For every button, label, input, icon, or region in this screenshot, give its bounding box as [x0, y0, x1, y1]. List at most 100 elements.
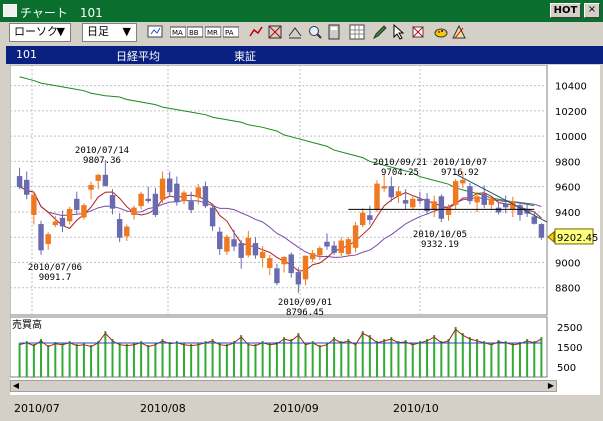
volume-bar [275, 342, 278, 377]
volume-bar [25, 341, 28, 377]
volume-bar [32, 344, 35, 377]
price-chart[interactable]: 1040010200100009800960094009200900088002… [9, 64, 600, 395]
candle-body [331, 245, 337, 253]
volume-bar [447, 339, 450, 377]
annotation-price: 9716.92 [441, 168, 479, 178]
window-title: チャート 101 [20, 6, 103, 20]
chart-type-value: ローソク [14, 25, 58, 38]
candle-body [388, 186, 395, 198]
paint-tool-icon[interactable] [433, 24, 449, 40]
index-name: 日経平均 [116, 50, 160, 63]
volume-bar [433, 335, 436, 377]
volume-bar [90, 345, 93, 377]
search-icon[interactable] [307, 24, 323, 40]
candle-body [438, 196, 445, 219]
candle-body [352, 225, 359, 248]
volume-bar [440, 341, 443, 377]
settings-tool-icon[interactable] [451, 24, 467, 40]
annotation-date: 2010/09/21 [373, 158, 427, 168]
volume-bar [540, 337, 543, 377]
candle-body [338, 240, 344, 253]
volume-bar [426, 339, 429, 377]
candle-body [195, 187, 202, 198]
volume-bar [182, 343, 185, 377]
title-bar: チャート 101 HOT × [0, 0, 603, 22]
line-tool-icon[interactable] [248, 24, 264, 40]
volume-bar [161, 339, 164, 377]
candle-body [517, 205, 523, 215]
delete-tool-icon[interactable] [410, 24, 426, 40]
candle-body [102, 174, 109, 186]
scroll-left-icon[interactable]: ◀ [12, 381, 20, 390]
candle-body [166, 178, 173, 193]
horizontal-scrollbar[interactable]: ◀ ▶ [10, 380, 557, 392]
candle-body [460, 179, 466, 184]
volume-bar [175, 341, 178, 377]
candle-body [374, 183, 380, 210]
candle-body [259, 251, 266, 258]
pen-tool-icon[interactable] [372, 24, 388, 40]
volume-bar [97, 341, 100, 377]
volume-bar [82, 343, 85, 377]
price-tick-label: 10000 [555, 132, 587, 143]
fibo-tool-icon[interactable] [267, 24, 283, 40]
close-button[interactable]: × [584, 3, 600, 18]
volume-bar [340, 341, 343, 377]
calc-tool-icon[interactable] [326, 24, 342, 40]
pa-badge: PA [225, 29, 234, 37]
candle-body [74, 198, 80, 210]
candle-body [402, 200, 409, 204]
candle-body [417, 198, 423, 202]
volume-bar [190, 344, 193, 377]
candle-body [467, 186, 473, 202]
volume-bar [225, 344, 228, 377]
zoom-tool-icon[interactable] [287, 24, 303, 40]
candle-body [116, 219, 123, 238]
volume-bar [118, 343, 121, 377]
mr-badge: MR [207, 29, 218, 37]
candle-body [502, 203, 509, 208]
period-select[interactable]: 日足 ▼ [82, 23, 137, 42]
annotation-price: 8796.45 [286, 308, 324, 318]
candle-body [174, 183, 180, 203]
candle-body [288, 254, 294, 274]
candle-body [66, 208, 73, 222]
candle-body [16, 176, 23, 188]
bb-tool-icon[interactable]: BB [187, 24, 203, 40]
hot-button[interactable]: HOT [550, 3, 581, 18]
annotation-date: 2010/10/07 [433, 158, 487, 168]
ma-tool-icon[interactable]: MA [170, 24, 186, 40]
chart-type-select[interactable]: ローソク ▼ [9, 23, 71, 42]
chart-canvas[interactable]: 1040010200100009800960094009200900088002… [9, 64, 600, 395]
candle-body [159, 178, 166, 200]
candle-body [217, 231, 223, 250]
volume-bar [218, 343, 221, 377]
volume-bar [297, 333, 300, 377]
volume-bar [390, 337, 393, 377]
candle-body [395, 191, 402, 197]
volume-bar [304, 343, 307, 377]
period-value: 日足 [87, 25, 109, 38]
cursor-tool-icon[interactable] [147, 24, 163, 40]
pointer-icon[interactable] [390, 24, 406, 40]
pa-tool-icon[interactable]: PA [223, 24, 239, 40]
candle-body [145, 198, 151, 202]
annotation-date: 2010/09/01 [278, 298, 332, 308]
x-label: 2010/10 [393, 402, 439, 415]
volume-bar [104, 331, 107, 377]
x-label: 2010/09 [273, 402, 319, 415]
candle-body [381, 186, 387, 189]
candle-body [245, 237, 252, 256]
annotation-price: 9091.7 [39, 273, 72, 283]
volume-bar [154, 343, 157, 377]
scroll-right-icon[interactable]: ▶ [547, 381, 555, 390]
candle-body [38, 224, 44, 251]
grid-tool-icon[interactable] [349, 24, 365, 40]
volume-bar [233, 341, 236, 377]
candle-body [131, 207, 137, 215]
volume-bar [61, 343, 64, 377]
volume-bar [483, 341, 486, 377]
ma-badge: MA [172, 29, 183, 37]
mr-tool-icon[interactable]: MR [205, 24, 221, 40]
candle-body [431, 201, 437, 210]
